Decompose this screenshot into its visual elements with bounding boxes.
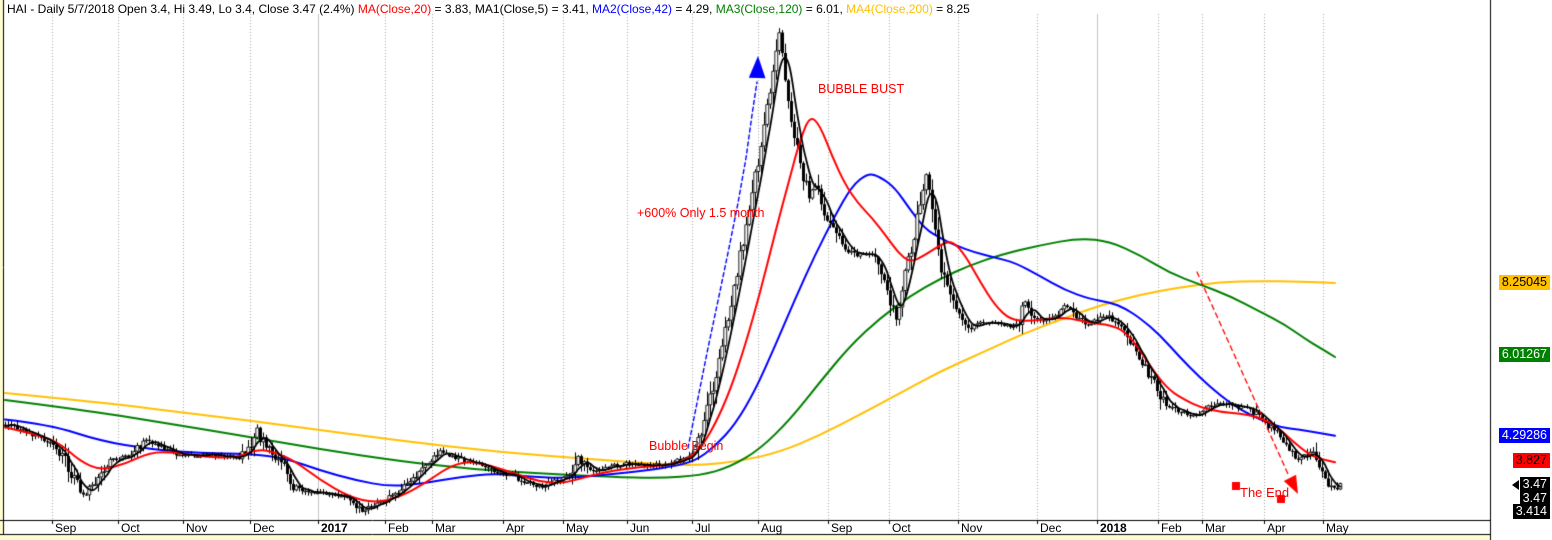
x-axis-label: 2018 xyxy=(1100,521,1127,535)
x-axis-label: Feb xyxy=(1161,521,1182,535)
x-axis-label: Nov xyxy=(961,521,983,535)
x-axis-label: Apr xyxy=(1267,521,1286,535)
title-segment: MA(Close,20) xyxy=(357,2,432,16)
x-axis-label: Oct xyxy=(892,521,911,535)
annotation-bubble-begin[interactable]: Bubble Begin xyxy=(649,439,724,453)
x-axis-label: Dec xyxy=(1040,521,1062,535)
title-segment: MA4(Close,200) xyxy=(846,2,933,16)
x-axis-label: May xyxy=(566,521,589,535)
price-label: 3.47 xyxy=(1519,491,1550,506)
x-axis-label: Sep xyxy=(55,521,77,535)
title-segment: = 4.29, xyxy=(672,2,716,16)
price-label: 8.25045 xyxy=(1498,275,1550,290)
price-label: 3.827 xyxy=(1512,453,1550,468)
x-axis-label: Mar xyxy=(435,521,456,535)
x-axis-label: Jun xyxy=(630,521,650,535)
x-axis-label: Jul xyxy=(695,521,711,535)
price-label-value: 4.29286 xyxy=(1498,428,1550,443)
price-label: 3.47 xyxy=(1511,477,1550,492)
annotation-the-end[interactable]: The End xyxy=(1240,485,1290,500)
x-axis-label: Nov xyxy=(186,521,208,535)
annotation-gain[interactable]: +600% Only 1.5 month xyxy=(637,206,765,220)
price-pointer-icon xyxy=(1511,479,1519,490)
x-axis-label: Apr xyxy=(506,521,525,535)
x-axis-label: May xyxy=(1326,521,1349,535)
price-label-value: 3.827 xyxy=(1512,453,1550,468)
x-axis-label: Aug xyxy=(761,521,783,535)
price-label: 6.01267 xyxy=(1498,347,1550,362)
annotation-bubble-bust[interactable]: BUBBLE BUST xyxy=(818,82,905,96)
title-segment: = 3.83, xyxy=(431,2,475,16)
price-label-value: 8.25045 xyxy=(1498,275,1550,290)
title-segment: = 8.25 xyxy=(932,2,970,16)
x-axis-label: Feb xyxy=(388,521,409,535)
x-axis-label: Oct xyxy=(121,521,140,535)
price-label-value: 3.47 xyxy=(1519,477,1550,492)
price-label-value: 6.01267 xyxy=(1498,347,1550,362)
price-label: 3.414 xyxy=(1512,504,1550,519)
x-axis-label: Sep xyxy=(831,521,853,535)
title-segment: MA3(Close,120) xyxy=(715,2,803,16)
price-label-value: 3.47 xyxy=(1519,491,1550,506)
title-segment: = 6.01, xyxy=(802,2,847,16)
price-label-value: 3.414 xyxy=(1512,504,1550,519)
price-label: 4.29286 xyxy=(1498,428,1550,443)
title-segment: HAI - Daily 5/7/2018 Open 3.4, Hi 3.49, … xyxy=(7,2,358,16)
x-axis-label: 2017 xyxy=(321,521,348,535)
title-segment: MA2(Close,42) xyxy=(591,2,673,16)
x-axis-label: Dec xyxy=(253,521,275,535)
title-segment: MA1(Close,5) xyxy=(474,2,549,16)
x-axis-label: Mar xyxy=(1205,521,1226,535)
chart-title-bar: HAI - Daily 5/7/2018 Open 3.4, Hi 3.49, … xyxy=(7,2,970,16)
title-segment: = 3.41, xyxy=(548,2,592,16)
